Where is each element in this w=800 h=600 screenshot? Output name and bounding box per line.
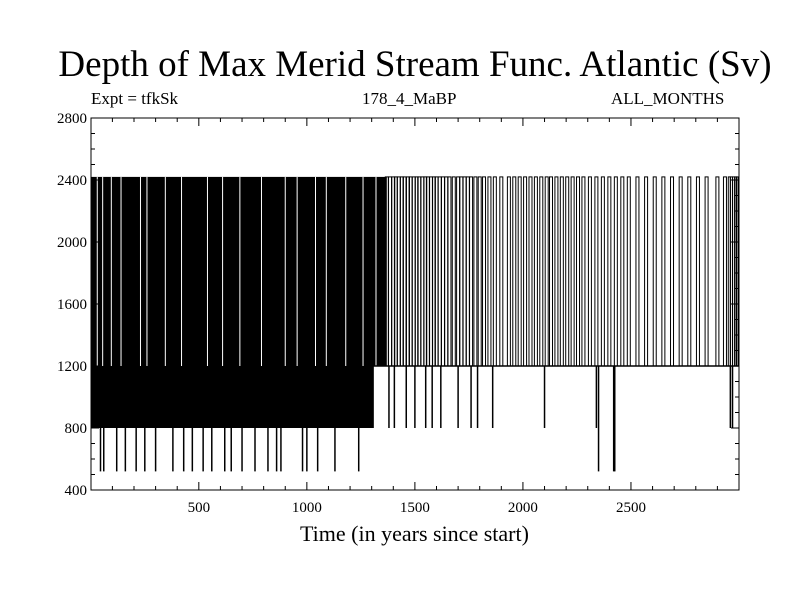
spike-up <box>722 176 727 367</box>
spike-up <box>523 176 528 367</box>
spike-up <box>425 176 430 367</box>
spike-up <box>512 176 517 367</box>
spike-up <box>462 176 467 367</box>
spike-up <box>594 176 599 367</box>
x-tick-label: 500 <box>188 500 211 516</box>
spike-up <box>469 176 474 367</box>
spike-up <box>459 176 464 367</box>
spike-up <box>434 176 439 367</box>
spike-up <box>487 176 492 367</box>
spike-up <box>544 176 549 367</box>
spike-up <box>687 176 692 367</box>
y-tick-label: 2000 <box>57 235 87 251</box>
y-tick-label: 2800 <box>57 111 87 127</box>
y-tick-label: 1200 <box>57 359 87 375</box>
spike-up <box>477 176 482 367</box>
spike-up <box>735 176 739 367</box>
spike-up <box>715 176 720 367</box>
spike-up <box>644 176 649 367</box>
spike-up <box>600 176 605 367</box>
spike-up <box>408 176 413 367</box>
spike-up <box>539 176 544 367</box>
spike-up <box>456 176 461 367</box>
spike-up <box>499 176 504 367</box>
chart-title: Depth of Max Merid Stream Func. Atlantic… <box>58 44 772 85</box>
spike-up <box>570 176 575 367</box>
spike-up <box>661 176 666 367</box>
spike-up <box>635 176 640 367</box>
axes-layer: 400 800 1200 1600 2000 2400 2800 500 1000 1500 200… <box>57 111 740 516</box>
spike-up <box>437 176 442 367</box>
spike-up <box>517 176 522 367</box>
spike-up <box>482 176 487 367</box>
x-tick-label: 2500 <box>616 500 646 516</box>
spike-up <box>554 176 559 367</box>
spike-up <box>506 176 511 367</box>
spike-up <box>704 176 709 367</box>
spike-up <box>451 176 456 367</box>
y-tick-label: 1600 <box>57 297 87 313</box>
chart-subtitle: 178_4_MaBP <box>362 89 457 108</box>
spike-up <box>587 176 592 367</box>
spike-up <box>440 176 445 367</box>
spike-up <box>581 176 586 367</box>
spike-up <box>670 176 675 367</box>
spike-up <box>678 176 683 367</box>
period-label: ALL_MONTHS <box>611 89 725 108</box>
x-tick-label: 1000 <box>292 500 322 516</box>
x-tick-label: 2000 <box>508 500 538 516</box>
spike-up <box>417 176 422 367</box>
y-tick-label: 2400 <box>57 173 87 189</box>
spike-up <box>528 176 533 367</box>
y-tick-label: 400 <box>65 483 88 499</box>
x-tick-label: 1500 <box>400 500 430 516</box>
spike-up <box>533 176 538 367</box>
dense-oscillation-band <box>91 176 387 366</box>
spike-up <box>388 176 393 367</box>
spike-up <box>559 176 564 367</box>
spike-up <box>626 176 631 367</box>
dense-lower-band <box>91 366 374 428</box>
spike-up <box>695 176 700 367</box>
series-layer <box>91 176 739 472</box>
spike-up <box>549 176 554 367</box>
spike-up <box>396 176 401 367</box>
y-tick-label: 800 <box>65 421 88 437</box>
spike-up <box>576 176 581 367</box>
spike-up <box>447 176 452 367</box>
spike-up <box>492 176 497 367</box>
experiment-label: Expt = tfkSk <box>91 89 179 108</box>
spike-up <box>652 176 657 367</box>
spike-up <box>465 176 470 367</box>
spike-up <box>444 176 449 367</box>
spike-up <box>613 176 618 367</box>
spike-up <box>620 176 625 367</box>
spike-up <box>402 176 407 367</box>
spike-up <box>607 176 612 367</box>
x-axis-label: Time (in years since start) <box>300 521 529 546</box>
spike-up <box>565 176 570 367</box>
spike-up <box>473 176 478 367</box>
